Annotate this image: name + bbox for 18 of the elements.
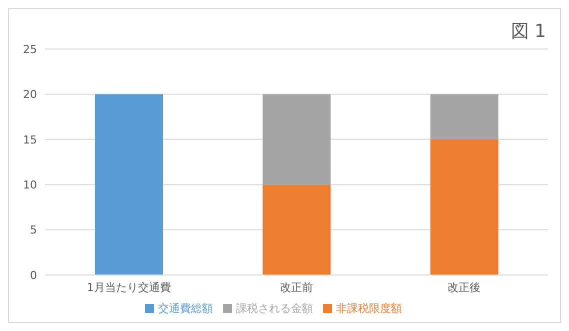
bar: [262, 184, 331, 275]
x-tick-label: 改正前: [280, 280, 313, 294]
legend-label: 非課税限度額: [336, 302, 402, 315]
bar: [430, 94, 498, 140]
bar: [95, 94, 163, 275]
y-tick-label: 15: [23, 133, 37, 146]
bar: [430, 139, 498, 275]
legend-label: 課税される金額: [236, 302, 313, 315]
y-tick-label: 20: [23, 88, 37, 102]
y-tick-label: 10: [23, 178, 37, 192]
y-tick-label: 25: [23, 42, 37, 56]
x-tick-label: 1月当たり交通費: [86, 280, 171, 294]
y-tick-label: 0: [30, 268, 37, 282]
x-tick-label: 改正後: [448, 280, 481, 294]
legend-label: 交通費総額: [158, 302, 213, 315]
y-tick-label: 5: [30, 224, 37, 237]
bar: [262, 94, 331, 185]
chart-title: 図 1: [510, 20, 546, 43]
